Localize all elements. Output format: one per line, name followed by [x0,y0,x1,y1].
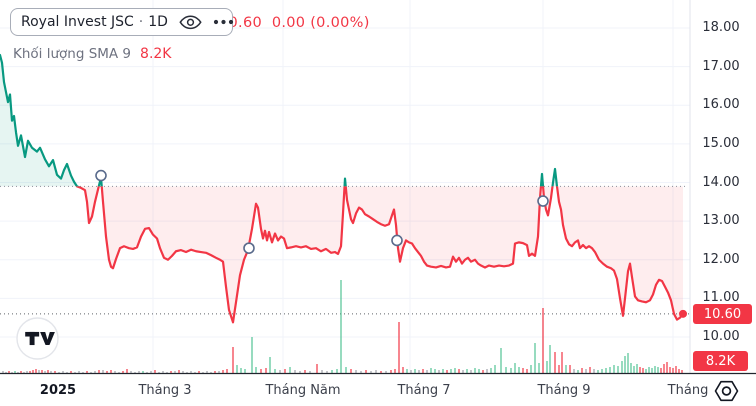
volume-study-label: Khối lượng SMA 9 [13,46,132,62]
last-price-badge: 10.60 [693,304,752,324]
eye-icon[interactable] [179,15,202,30]
price-tick-label: 17.00 [702,58,740,74]
time-axis-label: Tháng [667,383,709,398]
time-axis[interactable] [0,375,756,406]
time-axis-label: Tháng Năm [265,383,341,398]
volume-study-legend[interactable]: Khối lượng SMA 9 8.2K [13,46,171,62]
price-change-text: 10.60 0.00 (0.00%) [219,15,370,31]
event-markers[interactable] [95,169,549,254]
last-volume-badge: 8.2K [693,351,748,371]
hexagon-eye-icon[interactable] [713,378,740,404]
more-options-icon[interactable] [213,19,234,25]
dotted-levels [0,185,690,315]
price-line [0,53,685,324]
time-axis-label: 2025 [39,383,77,398]
price-tick-label: 16.00 [702,97,740,113]
volume-study-value: 8.2K [140,46,172,62]
circle-marker [243,242,255,254]
volume-bars [2,280,683,373]
price-tick-label: 12.00 [702,251,740,267]
symbol-name: Royal Invest JSC [21,14,134,30]
time-axis-label: Tháng 9 [537,383,591,398]
last-price-dot [679,309,687,318]
price-tick-label: 11.00 [702,290,740,306]
time-axis-label: Tháng 3 [138,383,192,398]
symbol-pill[interactable]: Royal Invest JSC · 1D [10,8,234,36]
separator-dot: · [138,14,144,30]
price-tick-label: 15.00 [702,135,740,151]
circle-marker [391,234,403,247]
circle-marker [95,169,107,182]
price-tick-label: 18.00 [702,20,740,35]
circle-marker [537,195,549,207]
timeframe-label: 1D [148,14,168,30]
price-tick-label: 10.00 [702,329,740,344]
price-tick-label: 13.00 [702,213,740,229]
time-axis-label: Tháng 7 [397,383,451,398]
tradingview-logo[interactable] [16,317,59,360]
price-tick-label: 14.00 [702,174,740,190]
